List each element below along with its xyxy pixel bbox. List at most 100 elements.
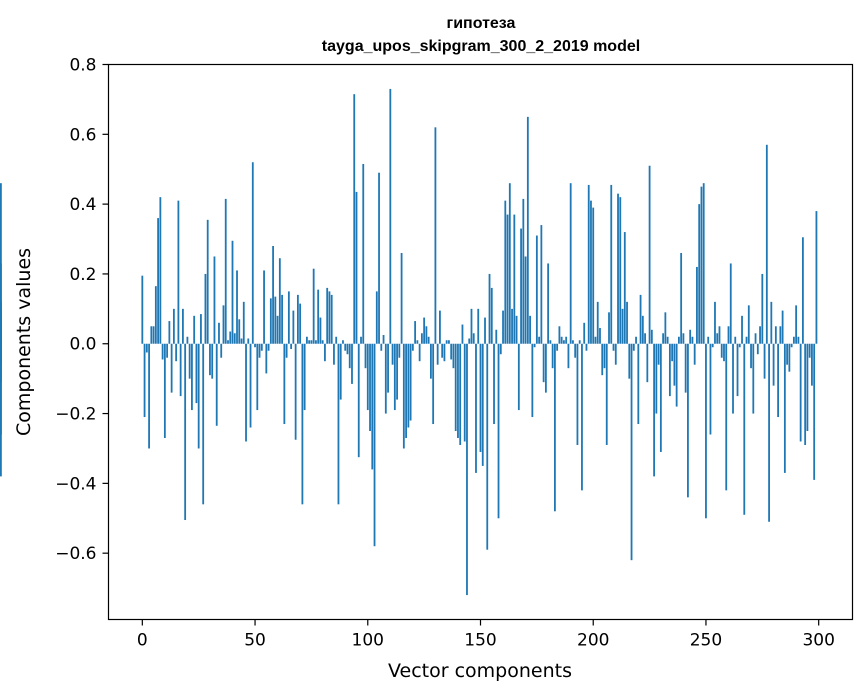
bar-241 <box>684 343 687 393</box>
bar-164 <box>511 308 513 344</box>
bar-31 <box>211 343 214 379</box>
bar-101 <box>369 343 371 432</box>
bar-179 <box>544 343 547 393</box>
bar-50 <box>254 343 256 348</box>
bar-283 <box>779 326 782 344</box>
bar-74 <box>308 340 311 344</box>
bar-156 <box>493 343 495 425</box>
bar-60 <box>276 315 279 344</box>
bar-103 <box>373 343 376 547</box>
x-tick-label: 300 <box>802 631 834 651</box>
bar-2 <box>145 343 148 353</box>
bar-275 <box>761 273 764 344</box>
bar-36 <box>222 305 225 344</box>
bar-183 <box>554 343 556 512</box>
bar-277 <box>765 144 768 344</box>
bar-70 <box>299 303 302 344</box>
bar-227 <box>653 343 655 477</box>
bar-213 <box>621 308 624 344</box>
bar-281 <box>774 326 777 344</box>
bar-272 <box>754 333 757 344</box>
bar-90 <box>344 343 347 351</box>
bar-263 <box>734 336 737 344</box>
bar-246 <box>696 266 698 344</box>
bar-261 <box>729 263 732 344</box>
bar-undefined <box>0 343 2 383</box>
bar-128 <box>430 343 432 379</box>
bar-69 <box>296 294 299 344</box>
bar-244 <box>691 336 694 344</box>
bar-130 <box>434 127 437 344</box>
bar-229 <box>657 343 660 365</box>
bar-44 <box>240 338 243 344</box>
bar-24 <box>195 343 198 404</box>
bar-251 <box>707 336 710 344</box>
bar-30 <box>209 343 211 376</box>
bar-269 <box>747 305 750 344</box>
bar-219 <box>635 336 637 344</box>
bar-158 <box>497 343 500 519</box>
bar-157 <box>495 329 498 344</box>
bar-undefined <box>0 343 2 435</box>
y-axis-ticks: −0.6 −0.4 −0.2 0.0 0.2 0.4 0.6 0.8 <box>55 56 109 564</box>
bar-298 <box>813 343 816 480</box>
bar-58 <box>272 246 274 344</box>
bar-177 <box>540 225 543 344</box>
bar-119 <box>409 343 412 421</box>
bar-10 <box>163 343 166 438</box>
bar-66 <box>290 343 293 349</box>
bar-43 <box>238 319 241 344</box>
bar-226 <box>650 329 653 344</box>
bar-132 <box>439 310 441 344</box>
chart-title: гипотеза <box>447 15 516 32</box>
bar-139 <box>454 343 457 432</box>
bar-185 <box>558 326 561 344</box>
bar-17 <box>179 343 182 397</box>
bar-84 <box>330 294 333 344</box>
bar-142 <box>461 324 464 344</box>
bar-56 <box>267 343 270 351</box>
bar-234 <box>668 343 671 397</box>
bar-166 <box>515 315 518 344</box>
bar-115 <box>400 252 403 344</box>
bar-21 <box>188 343 191 379</box>
x-axis-label: Vector components <box>388 660 572 682</box>
bar-133 <box>441 343 444 358</box>
bar-23 <box>193 315 196 344</box>
bar-88 <box>339 343 342 400</box>
bar-170 <box>524 256 527 344</box>
y-tick-label: 0.6 <box>69 125 96 145</box>
bar-168 <box>520 228 522 344</box>
bar-214 <box>623 232 626 344</box>
bar-154 <box>488 273 491 344</box>
bar-67 <box>292 310 295 344</box>
bar-171 <box>526 116 529 344</box>
bar-18 <box>182 308 184 344</box>
bar-191 <box>572 340 574 344</box>
bar-11 <box>166 343 169 358</box>
bar-161 <box>504 200 507 344</box>
bar-42 <box>236 270 238 344</box>
bar-undefined <box>0 263 2 344</box>
bar-9 <box>161 343 164 360</box>
bar-200 <box>592 207 595 344</box>
bar-203 <box>599 328 601 344</box>
bar-6 <box>154 286 157 344</box>
bar-292 <box>799 343 802 442</box>
bar-159 <box>499 343 502 355</box>
bar-105 <box>378 172 380 344</box>
bar-176 <box>538 336 541 344</box>
bar-162 <box>506 214 509 344</box>
bar-208 <box>610 184 613 344</box>
bar-218 <box>632 343 635 351</box>
bar-223 <box>644 333 646 344</box>
bar-180 <box>547 263 550 344</box>
bar-148 <box>475 343 477 473</box>
bar-274 <box>759 326 761 344</box>
bar-64 <box>285 343 288 358</box>
bar-113 <box>396 343 398 400</box>
bar-280 <box>772 343 775 386</box>
bar-38 <box>227 340 229 344</box>
y-tick-label: 0.2 <box>69 265 96 285</box>
